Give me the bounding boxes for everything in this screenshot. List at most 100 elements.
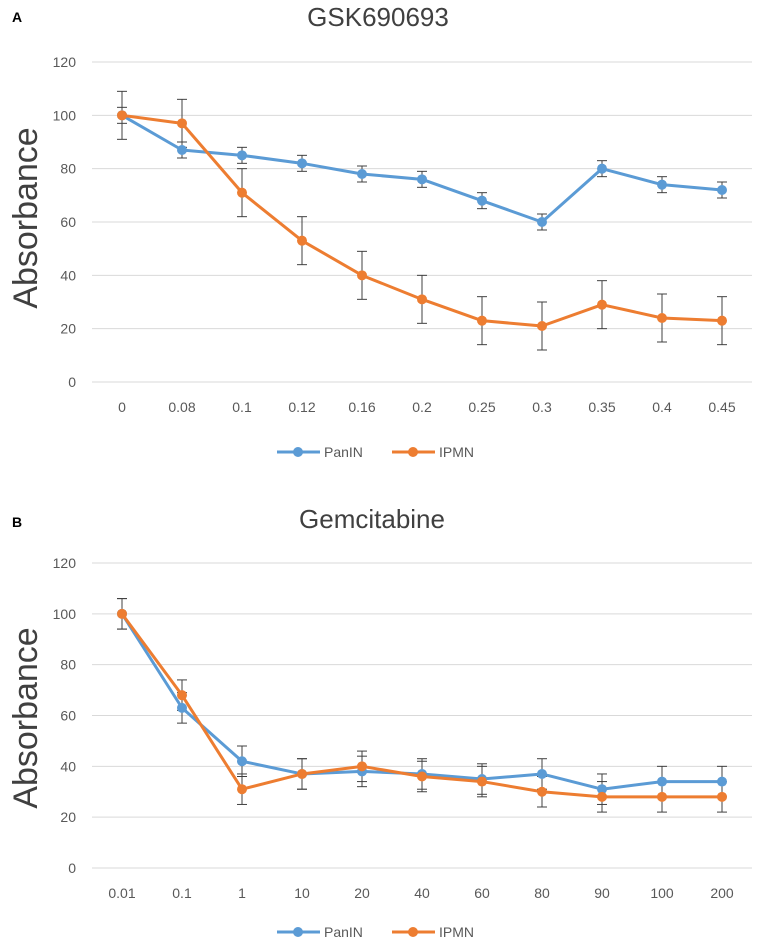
y-tick-label: 120 [53, 555, 77, 571]
x-tick-labels-b: 0.01 0.1 1 10 20 40 60 80 90 100 200 [108, 885, 734, 901]
data-point-panin [537, 768, 547, 779]
gridlines-a [92, 61, 752, 383]
y-tick-label: 40 [60, 267, 76, 283]
chart-title-b: Gemcitabine [299, 504, 445, 534]
x-tick-label: 60 [474, 885, 490, 901]
data-point-panin [237, 150, 247, 161]
x-tick-label: 0.1 [172, 885, 192, 901]
data-point-ipmn [117, 110, 127, 121]
data-point-ipmn [237, 784, 247, 795]
data-point-ipmn [237, 187, 247, 198]
y-tick-labels-b: 0 20 40 60 80 100 120 [53, 555, 77, 876]
data-point-ipmn [357, 761, 367, 772]
y-tick-label: 0 [68, 860, 76, 876]
data-point-ipmn [477, 776, 487, 787]
y-tick-label: 40 [60, 758, 76, 774]
data-point-panin [657, 179, 667, 190]
data-point-ipmn [537, 786, 547, 797]
data-point-panin [717, 185, 727, 195]
data-point-ipmn [357, 270, 367, 281]
x-tick-label: 0.45 [708, 399, 735, 415]
legend-marker-panin-a [293, 447, 303, 457]
data-point-ipmn [417, 294, 427, 305]
y-tick-label: 80 [60, 161, 76, 177]
x-tick-label: 0.12 [288, 399, 315, 415]
data-point-ipmn [417, 771, 427, 782]
chart-title-a: GSK690693 [307, 2, 449, 32]
y-tick-label: 20 [60, 809, 76, 825]
y-tick-label: 20 [60, 321, 76, 337]
chart-panel-a: A GSK690693 Absorbance 0 20 40 60 80 100 120 0… [7, 2, 752, 460]
legend-marker-ipmn-b [408, 927, 418, 937]
x-tick-label: 0.25 [468, 399, 495, 415]
y-tick-label: 80 [60, 657, 76, 673]
data-point-panin [597, 163, 607, 174]
data-point-panin [417, 174, 427, 185]
panel-label-a: A [12, 9, 22, 25]
x-tick-label: 10 [294, 885, 310, 901]
legend-label-panin-a: PanIN [324, 444, 363, 460]
x-tick-label: 90 [594, 885, 610, 901]
data-point-panin [177, 702, 187, 713]
legend-a: PanIN IPMN [277, 444, 474, 460]
x-tick-label: 40 [414, 885, 430, 901]
panel-label-b: B [12, 514, 22, 530]
data-point-ipmn [537, 321, 547, 331]
y-tick-label: 0 [68, 374, 76, 390]
data-point-ipmn [177, 690, 187, 701]
data-point-panin [477, 195, 487, 206]
y-tick-label: 100 [53, 606, 77, 622]
y-tick-label: 120 [53, 54, 77, 70]
legend-b: PanIN IPMN [277, 924, 474, 940]
y-tick-labels-a: 0 20 40 60 80 100 120 [53, 54, 77, 390]
data-point-ipmn [297, 235, 307, 246]
x-tick-label: 0.1 [232, 399, 252, 415]
x-tick-label: 0.35 [588, 399, 615, 415]
y-tick-label: 100 [53, 107, 77, 123]
data-point-panin [177, 145, 187, 155]
data-point-ipmn [717, 791, 727, 802]
x-tick-labels-a: 0 0.08 0.1 0.12 0.16 0.2 0.25 0.3 0.35 0.4 0.45 [118, 399, 736, 415]
legend-marker-panin-b [293, 927, 303, 937]
x-tick-label: 0.4 [652, 399, 672, 415]
data-point-panin [537, 217, 547, 227]
x-tick-label: 0 [118, 399, 126, 415]
chart-panel-b: B Gemcitabine Absorbance 020406080100120… [7, 504, 752, 940]
data-point-ipmn [717, 315, 727, 326]
data-point-panin [717, 776, 727, 787]
x-tick-label: 80 [534, 885, 550, 901]
y-axis-label-a: Absorbance [7, 127, 45, 308]
x-tick-label: 0.2 [412, 399, 432, 415]
x-tick-label: 200 [710, 885, 734, 901]
x-tick-label: 100 [650, 885, 674, 901]
x-tick-label: 1 [238, 885, 246, 901]
legend-marker-ipmn-a [408, 447, 418, 457]
x-tick-label: 0.3 [532, 399, 552, 415]
data-point-panin [237, 756, 247, 767]
data-point-panin [597, 784, 607, 795]
y-tick-label: 60 [60, 214, 76, 230]
data-point-ipmn [117, 608, 127, 619]
data-point-ipmn [657, 313, 667, 323]
data-point-ipmn [477, 315, 487, 326]
series-lines-b [117, 608, 727, 802]
data-point-panin [297, 158, 307, 169]
data-point-ipmn [597, 791, 607, 802]
data-point-ipmn [297, 768, 307, 779]
data-point-ipmn [177, 118, 187, 129]
legend-label-panin-b: PanIN [324, 924, 363, 940]
y-tick-label: 60 [60, 708, 76, 724]
data-point-ipmn [657, 791, 667, 802]
legend-label-ipmn-a: IPMN [439, 444, 474, 460]
data-point-panin [357, 169, 367, 179]
x-tick-label: 0.08 [168, 399, 195, 415]
series-lines-a [117, 110, 727, 331]
error-bars-a [117, 90, 727, 351]
legend-label-ipmn-b: IPMN [439, 924, 474, 940]
data-point-panin [657, 776, 667, 787]
x-tick-label: 0.01 [108, 885, 135, 901]
data-point-ipmn [597, 299, 607, 310]
x-tick-label: 20 [354, 885, 370, 901]
x-tick-label: 0.16 [348, 399, 375, 415]
